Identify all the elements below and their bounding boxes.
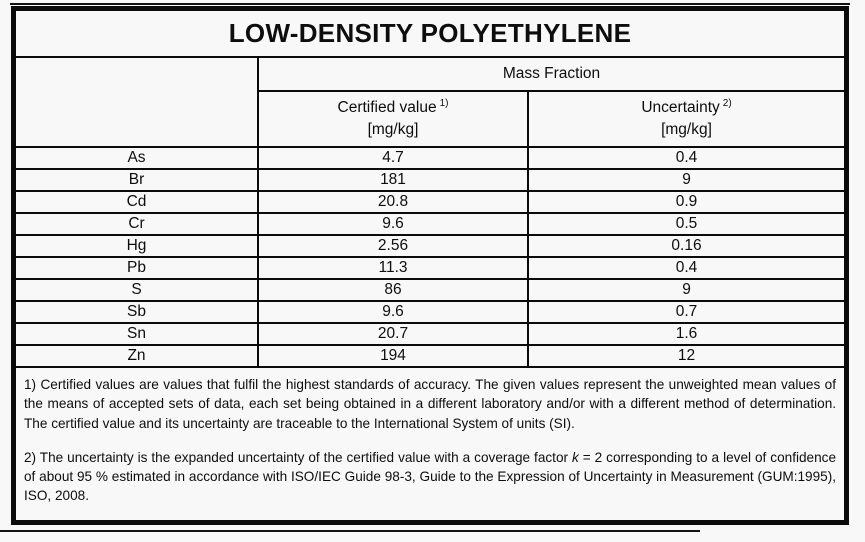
element-column-header-empty xyxy=(14,56,259,148)
element-cell: As xyxy=(14,146,259,170)
uncertainty-cell: 0.7 xyxy=(526,300,847,324)
certified-cell: 9.6 xyxy=(257,300,529,324)
table-row: Sn 20.7 1.6 xyxy=(14,322,847,346)
uncertainty-header: Uncertainty 2) [mg/kg] xyxy=(526,90,847,148)
table-row: Sb 9.6 0.7 xyxy=(14,300,847,324)
table-row: Zn 194 12 xyxy=(14,344,847,368)
uncertainty-unit: [mg/kg] xyxy=(661,121,712,139)
table-row: Cd 20.8 0.9 xyxy=(14,190,847,214)
uncertainty-cell: 0.16 xyxy=(526,234,847,258)
table-row: Br 181 9 xyxy=(14,168,847,192)
title-row: LOW-DENSITY POLYETHYLENE xyxy=(13,9,847,58)
certified-value-header: Certified value 1) [mg/kg] xyxy=(257,90,529,148)
uncertainty-cell: 1.6 xyxy=(526,322,847,346)
group-header-row: Mass Fraction xyxy=(14,56,847,148)
certified-cell: 86 xyxy=(257,278,529,302)
certified-cell: 20.7 xyxy=(257,322,529,346)
certified-cell: 194 xyxy=(257,344,529,368)
certified-cell: 4.7 xyxy=(257,146,529,170)
certified-cell: 2.56 xyxy=(257,234,529,258)
mass-fraction-header: Mass Fraction xyxy=(256,56,847,92)
uncertainty-cell: 9 xyxy=(526,278,847,302)
footnote-ref-2: 2) xyxy=(722,98,732,110)
element-cell: Cr xyxy=(14,212,259,236)
element-cell: Sb xyxy=(14,300,259,324)
table-row: As 4.7 0.4 xyxy=(14,146,847,170)
table-row: Hg 2.56 0.16 xyxy=(14,234,847,258)
uncertainty-label: Uncertainty xyxy=(641,99,720,117)
table-title: LOW-DENSITY POLYETHYLENE xyxy=(13,9,847,58)
uncertainty-cell: 9 xyxy=(526,168,847,192)
footnotes-section: 1) Certified values are values that fulf… xyxy=(13,366,847,522)
table-row: S 86 9 xyxy=(14,278,847,302)
scan-edge-line-top xyxy=(10,3,850,5)
footnote-2-text-a: 2) The uncertainty is the expanded uncer… xyxy=(24,449,572,465)
certified-cell: 181 xyxy=(257,168,529,192)
element-cell: Pb xyxy=(14,256,259,280)
footnote-2: 2) The uncertainty is the expanded uncer… xyxy=(24,448,836,506)
uncertainty-cell: 12 xyxy=(526,344,847,368)
certified-cell: 11.3 xyxy=(257,256,529,280)
element-cell: Br xyxy=(14,168,259,192)
footnote-2-text-b: = 2 corresponding to a level of confiden… xyxy=(24,449,837,504)
uncertainty-cell: 0.4 xyxy=(526,256,847,280)
column-header-row: Certified value 1) [mg/kg] Uncertainty 2) … xyxy=(15,90,847,148)
footnote-ref-1: 1) xyxy=(439,98,449,110)
footnote-2-k-symbol: k xyxy=(572,449,579,465)
footnote-1: 1) Certified values are values that fulf… xyxy=(24,377,837,431)
certified-value-unit: [mg/kg] xyxy=(367,121,419,139)
element-cell: Hg xyxy=(14,234,259,258)
element-cell: S xyxy=(14,278,259,302)
certificate-table-box: LOW-DENSITY POLYETHYLENE Mass Fraction C… xyxy=(11,6,849,525)
certified-values-table: LOW-DENSITY POLYETHYLENE Mass Fraction C… xyxy=(13,9,847,522)
certified-value-label: Certified value xyxy=(337,99,437,117)
element-cell: Cd xyxy=(14,190,259,214)
uncertainty-cell: 0.9 xyxy=(526,190,847,214)
table-row: Pb 11.3 0.4 xyxy=(14,256,847,280)
element-cell: Sn xyxy=(14,322,259,346)
certified-cell: 20.8 xyxy=(257,190,529,214)
uncertainty-cell: 0.4 xyxy=(526,146,847,170)
scan-edge-line-bottom xyxy=(0,530,700,532)
certified-cell: 9.6 xyxy=(257,212,529,236)
footnotes-row: 1) Certified values are values that fulf… xyxy=(13,366,847,522)
table-row: Cr 9.6 0.5 xyxy=(14,212,847,236)
uncertainty-cell: 0.5 xyxy=(526,212,847,236)
element-cell: Zn xyxy=(14,344,259,368)
